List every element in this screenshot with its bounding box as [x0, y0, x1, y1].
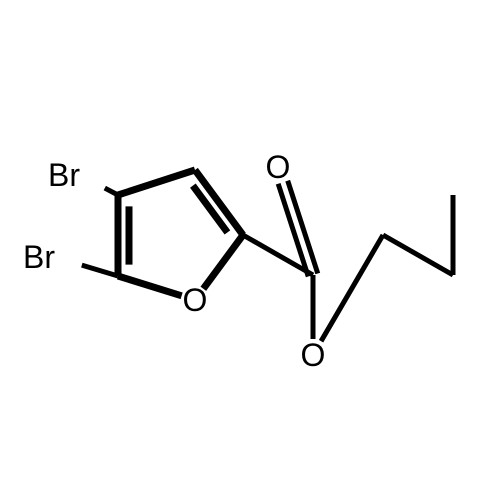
molecule-diagram: Br Br O O O — [0, 0, 500, 500]
atom-label-br: Br — [48, 157, 80, 193]
atom-label-o: O — [301, 337, 326, 373]
atom-label-br: Br — [23, 239, 55, 275]
atom-label-o: O — [183, 282, 208, 318]
atom-label-o: O — [266, 149, 291, 185]
